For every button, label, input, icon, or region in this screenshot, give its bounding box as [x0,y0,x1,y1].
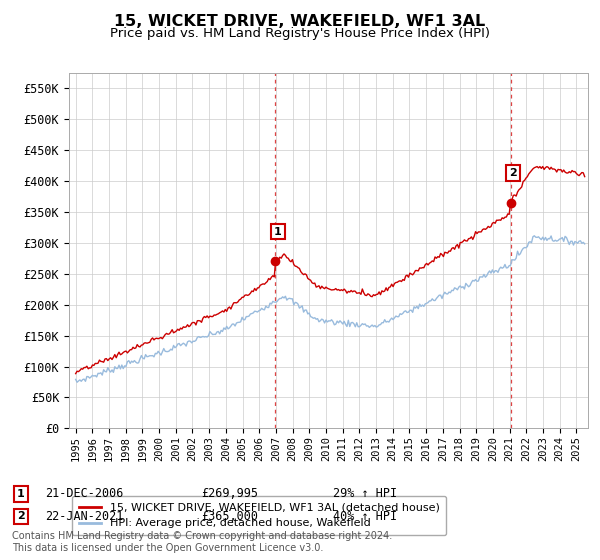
Text: 40% ↑ HPI: 40% ↑ HPI [333,510,397,523]
Text: Price paid vs. HM Land Registry's House Price Index (HPI): Price paid vs. HM Land Registry's House … [110,27,490,40]
Text: £365,000: £365,000 [201,510,258,523]
Text: 1: 1 [274,227,282,237]
Text: Contains HM Land Registry data © Crown copyright and database right 2024.
This d: Contains HM Land Registry data © Crown c… [12,531,392,553]
Text: 29% ↑ HPI: 29% ↑ HPI [333,487,397,501]
Text: 22-JAN-2021: 22-JAN-2021 [45,510,124,523]
Text: 15, WICKET DRIVE, WAKEFIELD, WF1 3AL: 15, WICKET DRIVE, WAKEFIELD, WF1 3AL [115,14,485,29]
Text: 2: 2 [509,168,517,178]
Text: £269,995: £269,995 [201,487,258,501]
Legend: 15, WICKET DRIVE, WAKEFIELD, WF1 3AL (detached house), HPI: Average price, detac: 15, WICKET DRIVE, WAKEFIELD, WF1 3AL (de… [72,496,446,535]
Text: 21-DEC-2006: 21-DEC-2006 [45,487,124,501]
Text: 1: 1 [17,489,25,499]
Text: 2: 2 [17,511,25,521]
